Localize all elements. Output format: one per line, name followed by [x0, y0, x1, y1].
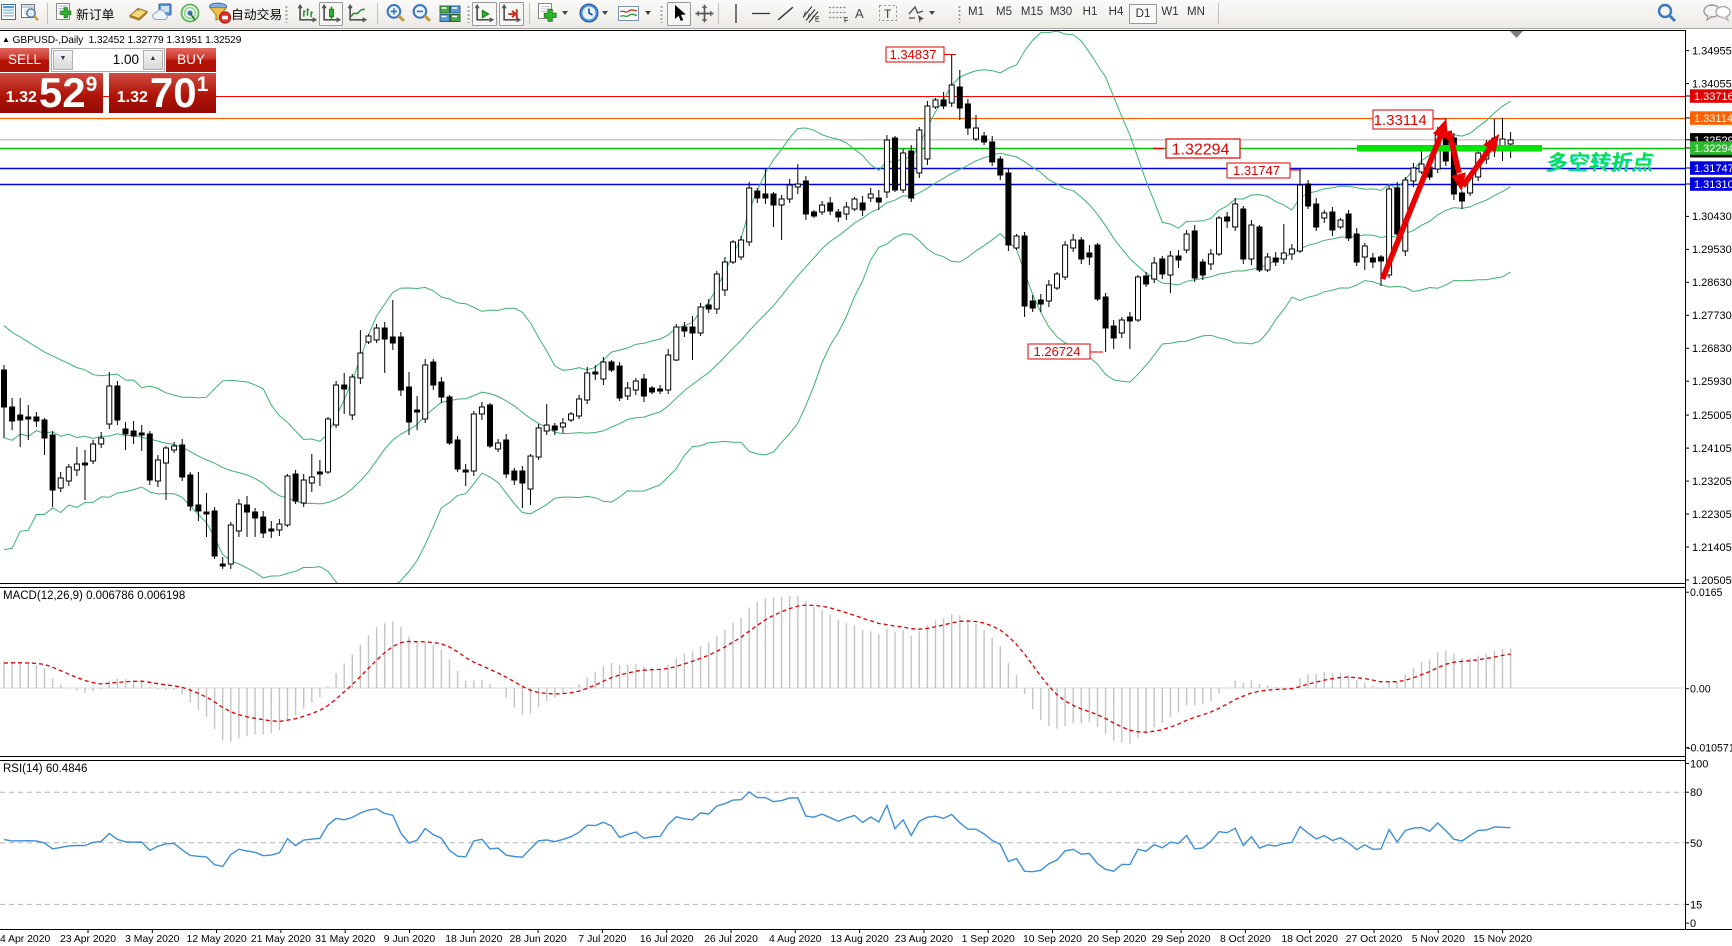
svg-text:1.30430: 1.30430	[1692, 211, 1732, 223]
svg-text:1 Sep 2020: 1 Sep 2020	[962, 934, 1015, 945]
svg-text:15: 15	[1690, 899, 1702, 911]
svg-text:7 Jul 2020: 7 Jul 2020	[578, 934, 626, 945]
svg-text:1.23205: 1.23205	[1692, 476, 1732, 488]
svg-text:0.0165: 0.0165	[1690, 587, 1723, 599]
svg-text:1.20505: 1.20505	[1692, 575, 1732, 587]
svg-text:0: 0	[1690, 918, 1696, 930]
svg-text:10 Sep 2020: 10 Sep 2020	[1023, 934, 1082, 945]
svg-text:1.26830: 1.26830	[1692, 343, 1732, 355]
svg-text:12 May 2020: 12 May 2020	[187, 934, 247, 945]
svg-text:1.24105: 1.24105	[1692, 443, 1732, 455]
svg-text:100: 100	[1690, 759, 1708, 771]
svg-text:50: 50	[1690, 838, 1702, 850]
svg-text:1.34955: 1.34955	[1692, 46, 1732, 58]
svg-text:23 Apr 2020: 23 Apr 2020	[60, 934, 116, 945]
svg-text:1.33114: 1.33114	[1374, 112, 1427, 129]
svg-text:1.21405: 1.21405	[1692, 542, 1732, 554]
svg-text:4 Aug 2020: 4 Aug 2020	[769, 934, 822, 945]
svg-text:-0.010571: -0.010571	[1687, 743, 1732, 755]
svg-text:21 May 2020: 21 May 2020	[251, 934, 311, 945]
svg-text:18 Oct 2020: 18 Oct 2020	[1281, 934, 1338, 945]
svg-text:1.28630: 1.28630	[1692, 277, 1732, 289]
svg-text:15 Nov 2020: 15 Nov 2020	[1473, 934, 1532, 945]
svg-text:23 Aug 2020: 23 Aug 2020	[895, 934, 954, 945]
svg-text:1.31747: 1.31747	[1694, 163, 1732, 175]
svg-text:16 Jul 2020: 16 Jul 2020	[640, 934, 694, 945]
svg-text:1.33114: 1.33114	[1694, 113, 1732, 125]
svg-text:5 Nov 2020: 5 Nov 2020	[1412, 934, 1465, 945]
svg-text:1.25930: 1.25930	[1692, 376, 1732, 388]
svg-text:MACD(12,26,9) 0.006786 0.00619: MACD(12,26,9) 0.006786 0.006198	[3, 590, 185, 602]
svg-text:18 Jun 2020: 18 Jun 2020	[445, 934, 502, 945]
svg-text:1.31310: 1.31310	[1694, 179, 1732, 191]
svg-text:80: 80	[1690, 787, 1702, 799]
svg-text:RSI(14) 60.4846: RSI(14) 60.4846	[3, 763, 87, 775]
svg-text:1.34055: 1.34055	[1692, 78, 1732, 90]
svg-text:8 Oct 2020: 8 Oct 2020	[1220, 934, 1271, 945]
svg-text:1.32294: 1.32294	[1172, 141, 1230, 158]
svg-text:27 Oct 2020: 27 Oct 2020	[1346, 934, 1403, 945]
svg-text:1.31747: 1.31747	[1233, 163, 1280, 178]
svg-text:13 Aug 2020: 13 Aug 2020	[830, 934, 889, 945]
svg-text:E: E	[815, 17, 820, 24]
svg-text:T: T	[884, 7, 892, 21]
svg-text:1.25005: 1.25005	[1692, 410, 1732, 422]
svg-text:31 May 2020: 31 May 2020	[315, 934, 375, 945]
svg-text:1.32294: 1.32294	[1694, 143, 1732, 155]
svg-text:1.34837: 1.34837	[890, 47, 937, 62]
svg-text:F: F	[844, 18, 848, 25]
svg-text:29 Sep 2020: 29 Sep 2020	[1152, 934, 1211, 945]
svg-text:1.26724: 1.26724	[1034, 344, 1081, 359]
svg-text:4 Apr 2020: 4 Apr 2020	[0, 934, 50, 945]
svg-text:1.22305: 1.22305	[1692, 509, 1732, 521]
svg-text:3 May 2020: 3 May 2020	[125, 934, 180, 945]
svg-text:9 Jun 2020: 9 Jun 2020	[384, 934, 436, 945]
svg-text:0.00: 0.00	[1690, 684, 1711, 696]
svg-text:1.33716: 1.33716	[1694, 91, 1732, 103]
svg-text:1.29530: 1.29530	[1692, 244, 1732, 256]
svg-text:1.27730: 1.27730	[1692, 310, 1732, 322]
svg-text:26 Jul 2020: 26 Jul 2020	[704, 934, 758, 945]
svg-text:20 Sep 2020: 20 Sep 2020	[1087, 934, 1146, 945]
svg-text:28 Jun 2020: 28 Jun 2020	[509, 934, 566, 945]
